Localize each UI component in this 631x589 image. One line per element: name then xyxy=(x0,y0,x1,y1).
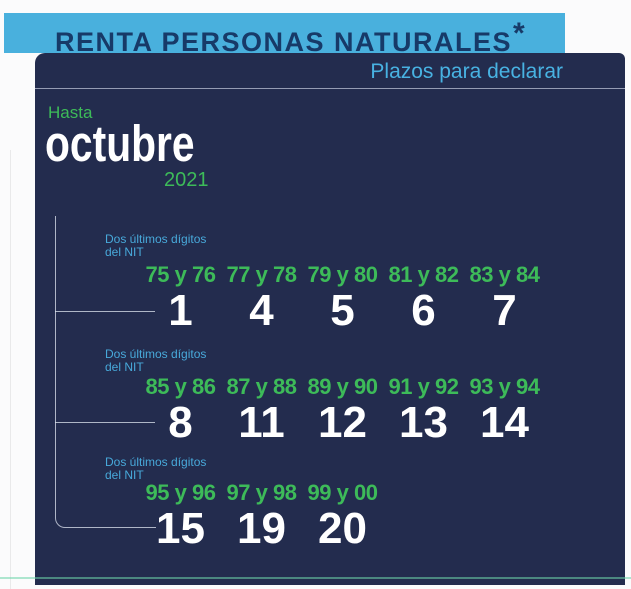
deadline-cell: 77 y 78 4 xyxy=(221,262,302,335)
nit-pair: 89 y 90 xyxy=(307,374,378,399)
deadline-day: 11 xyxy=(238,398,285,447)
nit-pair: 83 y 84 xyxy=(469,262,540,287)
nit-label-group-3: Dos últimos dígitos del NIT xyxy=(105,456,206,482)
nit-pair: 79 y 80 xyxy=(307,262,378,287)
deadline-cell: 89 y 90 12 xyxy=(302,374,383,447)
deadline-day: 4 xyxy=(249,286,274,335)
deadline-cell: 99 y 00 20 xyxy=(302,480,383,553)
deadline-cell: 87 y 88 11 xyxy=(221,374,302,447)
deadline-cell: 91 y 92 13 xyxy=(383,374,464,447)
deadline-day: 19 xyxy=(237,504,286,553)
period-prefix: Hasta xyxy=(48,103,93,122)
nit-label-line1: Dos últimos dígitos xyxy=(105,455,207,469)
deadline-day: 12 xyxy=(318,398,367,447)
nit-pair: 93 y 94 xyxy=(469,374,540,399)
deadline-cell: 97 y 98 19 xyxy=(221,480,302,553)
page-title-text: RENTA PERSONAS NATURALES xyxy=(55,27,513,57)
footnote-asterisk: * xyxy=(513,17,527,50)
deadline-day: 7 xyxy=(492,286,517,335)
deadline-cell: 83 y 84 7 xyxy=(464,262,545,335)
header-divider xyxy=(35,88,625,89)
nit-pair: 85 y 86 xyxy=(145,374,216,399)
nit-pair: 81 y 82 xyxy=(388,262,459,287)
deadlines-panel: Plazos para declarar Hasta octubre 2021 … xyxy=(35,53,625,585)
bottom-accent-line xyxy=(0,577,631,579)
bracket-branch-1 xyxy=(55,311,155,312)
deadline-row-2: 85 y 86 8 87 y 88 11 89 y 90 12 91 y 92 … xyxy=(140,374,545,447)
nit-pair: 75 y 76 xyxy=(145,262,216,287)
period-month: octubre xyxy=(45,115,195,172)
title-banner: RENTA PERSONAS NATURALES* xyxy=(4,13,565,57)
page-title: RENTA PERSONAS NATURALES* xyxy=(55,13,527,57)
nit-pair: 97 y 98 xyxy=(226,480,297,505)
deadline-cell: 85 y 86 8 xyxy=(140,374,221,447)
period-year: 2021 xyxy=(164,169,209,191)
deadline-day: 15 xyxy=(156,504,205,553)
nit-label-line2: del NIT xyxy=(105,360,144,374)
deadline-cell: 75 y 76 1 xyxy=(140,262,221,335)
nit-pair: 87 y 88 xyxy=(226,374,297,399)
deadline-cell: 81 y 82 6 xyxy=(383,262,464,335)
deadline-day: 8 xyxy=(168,398,193,447)
deadline-cell: 93 y 94 14 xyxy=(464,374,545,447)
nit-pair: 99 y 00 xyxy=(307,480,378,505)
deadline-day: 5 xyxy=(330,286,355,335)
page-edge-line xyxy=(10,150,11,589)
panel-header-title: Plazos para declarar xyxy=(370,60,563,83)
group-bracket xyxy=(55,216,156,528)
deadline-day: 13 xyxy=(399,398,448,447)
deadline-cell: 79 y 80 5 xyxy=(302,262,383,335)
deadline-day: 1 xyxy=(168,286,193,335)
deadline-row-3: 95 y 96 15 97 y 98 19 99 y 00 20 xyxy=(140,480,383,553)
deadline-cell: 95 y 96 15 xyxy=(140,480,221,553)
deadline-day: 6 xyxy=(411,286,436,335)
deadline-day: 20 xyxy=(318,504,367,553)
nit-pair: 95 y 96 xyxy=(145,480,216,505)
nit-label-line1: Dos últimos dígitos xyxy=(105,347,207,361)
nit-label-line2: del NIT xyxy=(105,245,144,259)
deadline-day: 14 xyxy=(480,398,529,447)
nit-pair: 77 y 78 xyxy=(226,262,297,287)
nit-label-group-2: Dos últimos dígitos del NIT xyxy=(105,348,206,374)
nit-label-group-1: Dos últimos dígitos del NIT xyxy=(105,233,206,259)
nit-pair: 91 y 92 xyxy=(388,374,459,399)
bracket-branch-2 xyxy=(55,422,155,423)
nit-label-line2: del NIT xyxy=(105,468,144,482)
nit-label-line1: Dos últimos dígitos xyxy=(105,232,207,246)
deadline-row-1: 75 y 76 1 77 y 78 4 79 y 80 5 81 y 82 6 … xyxy=(140,262,545,335)
